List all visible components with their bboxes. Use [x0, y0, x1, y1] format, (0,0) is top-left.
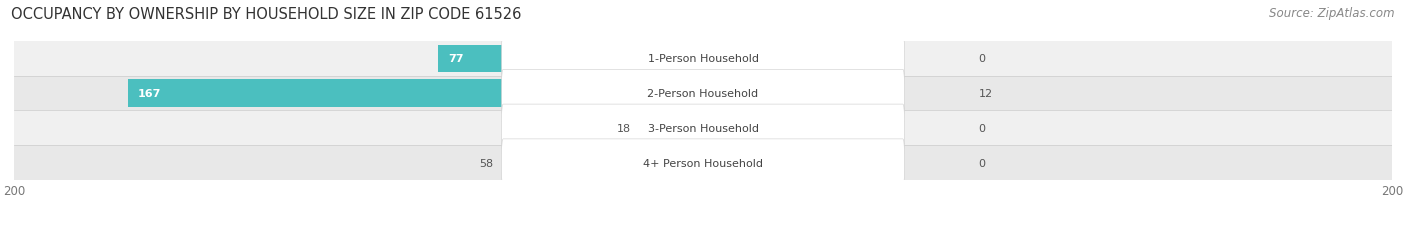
Text: 1-Person Household: 1-Person Household	[648, 54, 758, 64]
FancyBboxPatch shape	[502, 35, 904, 82]
Text: 0: 0	[979, 54, 986, 64]
Bar	[128, 80, 703, 107]
Text: 4+ Person Household: 4+ Person Household	[643, 158, 763, 168]
Text: 167: 167	[138, 88, 162, 99]
Bar	[641, 115, 703, 142]
Text: 0: 0	[979, 158, 986, 168]
Text: OCCUPANCY BY OWNERSHIP BY HOUSEHOLD SIZE IN ZIP CODE 61526: OCCUPANCY BY OWNERSHIP BY HOUSEHOLD SIZE…	[11, 7, 522, 22]
Text: 3-Person Household: 3-Person Household	[648, 123, 758, 133]
FancyBboxPatch shape	[502, 139, 904, 186]
Text: 2-Person Household: 2-Person Household	[647, 88, 759, 99]
Bar	[703, 80, 744, 107]
FancyBboxPatch shape	[502, 105, 904, 152]
Text: 0: 0	[979, 123, 986, 133]
Bar	[14, 146, 1392, 180]
Text: Source: ZipAtlas.com: Source: ZipAtlas.com	[1270, 7, 1395, 20]
Bar	[14, 76, 1392, 111]
Bar	[14, 42, 1392, 76]
Bar	[437, 46, 703, 73]
FancyBboxPatch shape	[502, 70, 904, 117]
Bar	[703, 115, 772, 142]
Bar	[14, 111, 1392, 146]
Bar	[703, 149, 772, 176]
Text: 58: 58	[479, 158, 494, 168]
Text: 77: 77	[449, 54, 464, 64]
Bar	[503, 149, 703, 176]
Text: 18: 18	[617, 123, 631, 133]
Text: 12: 12	[979, 88, 993, 99]
Bar	[703, 46, 772, 73]
